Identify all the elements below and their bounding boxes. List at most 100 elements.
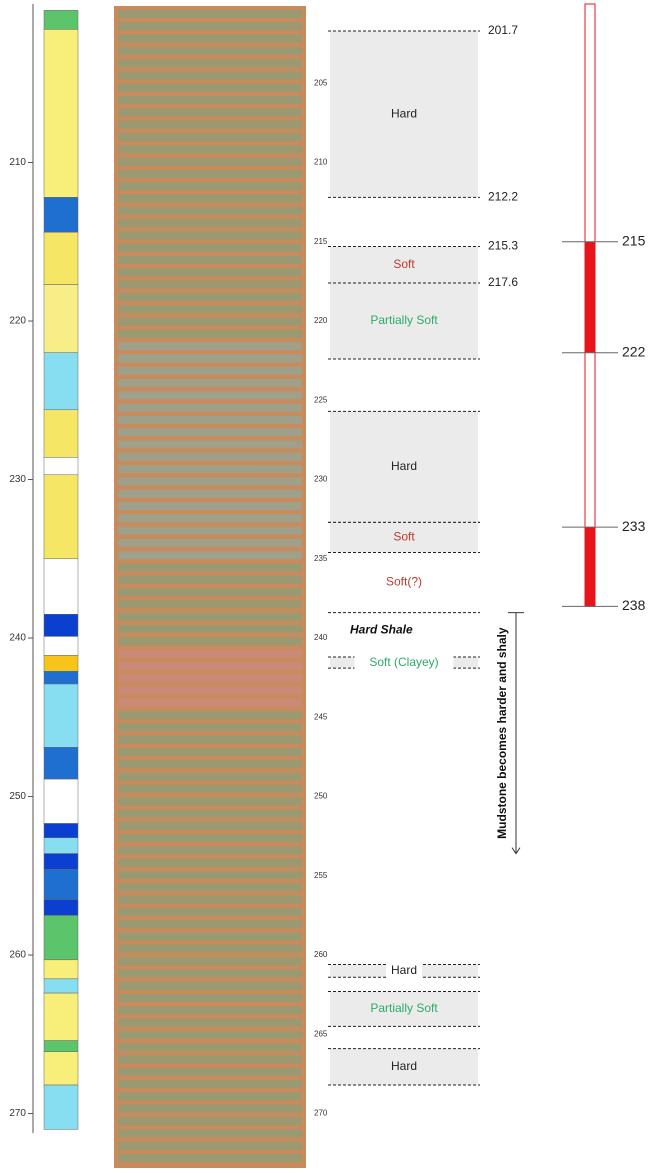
lithology-layer	[44, 915, 78, 959]
core-strip	[118, 773, 302, 781]
core-strip	[118, 379, 302, 387]
core-strip	[118, 330, 302, 338]
zone-label: Soft (Clayey)	[369, 655, 438, 669]
core-strip	[118, 133, 302, 141]
core-strip	[118, 1019, 302, 1027]
core-depth-label: 225	[314, 395, 328, 404]
core-strip	[118, 256, 302, 264]
core-strip	[118, 59, 302, 67]
core-strip	[118, 834, 302, 842]
core-depth-label: 205	[314, 78, 328, 87]
core-strip	[118, 896, 302, 904]
core-depth-label: 265	[314, 1029, 328, 1038]
core-strip	[118, 1117, 302, 1125]
core-strip	[118, 846, 302, 854]
core-strip	[118, 945, 302, 953]
core-strip	[118, 662, 302, 670]
core-strip	[118, 1068, 302, 1076]
core-depth-label: 250	[314, 792, 328, 801]
core-strip	[118, 367, 302, 375]
lithology-layer	[44, 838, 78, 854]
core-strip	[118, 1080, 302, 1088]
core-strip	[118, 195, 302, 203]
zone-label: Partially Soft	[370, 1001, 438, 1015]
lithology-layer	[44, 747, 78, 779]
core-depth-label: 210	[314, 158, 328, 167]
lithology-layer	[44, 559, 78, 614]
core-strip	[118, 625, 302, 633]
core-depth-label: 270	[314, 1109, 328, 1118]
core-log: 2102202302402502602702052102152202252302…	[0, 0, 652, 1173]
lithology-layer	[44, 684, 78, 747]
core-strip	[118, 810, 302, 818]
lithology-layer	[44, 29, 78, 197]
hard-shale-label: Hard Shale	[350, 622, 413, 636]
core-strip	[118, 576, 302, 584]
core-strip	[118, 637, 302, 645]
core-strip	[118, 318, 302, 326]
core-strip	[118, 760, 302, 768]
depth-tick-label: 220	[9, 316, 26, 327]
depth-tick-label: 260	[9, 950, 26, 961]
depth-mark-label: 201.7	[488, 23, 518, 37]
lithology-layer	[44, 475, 78, 559]
core-depth-label: 235	[314, 554, 328, 563]
core-strip	[118, 748, 302, 756]
depth-tick-label: 240	[9, 633, 26, 644]
depth-mark-label: 212.2	[488, 190, 518, 204]
core-strip	[118, 72, 302, 80]
lithology-layer	[44, 1052, 78, 1085]
lithology-layer	[44, 655, 78, 671]
core-strip	[118, 723, 302, 731]
lithology-layer	[44, 779, 78, 823]
core-depth-label: 215	[314, 237, 328, 246]
lithology-layer	[44, 636, 78, 655]
core-strip	[118, 982, 302, 990]
core-depth-label: 245	[314, 712, 328, 721]
core-strip	[118, 736, 302, 744]
core-strip	[118, 539, 302, 547]
core-strip	[118, 391, 302, 399]
core-strip	[118, 699, 302, 707]
core-strip	[118, 797, 302, 805]
core-strip	[118, 871, 302, 879]
core-strip	[118, 490, 302, 498]
core-strip	[118, 514, 302, 522]
lithology-layer	[44, 614, 78, 636]
right-tick-label: 215	[622, 232, 646, 248]
lithology-layer	[44, 823, 78, 837]
lithology-layer	[44, 353, 78, 410]
right-tick-label: 238	[622, 597, 646, 613]
core-depth-label: 255	[314, 871, 328, 880]
core-strip	[118, 416, 302, 424]
core-strip	[118, 96, 302, 104]
core-strip	[118, 527, 302, 535]
core-strip	[118, 822, 302, 830]
core-depth-label: 260	[314, 950, 328, 959]
core-photo	[114, 6, 306, 1168]
core-strip	[118, 600, 302, 608]
core-strip	[118, 564, 302, 572]
core-strip	[118, 883, 302, 891]
core-strip	[118, 477, 302, 485]
zone-label: Soft	[393, 530, 415, 544]
lithology-layer	[44, 1085, 78, 1129]
core-strip	[118, 674, 302, 682]
lithology-layer	[44, 285, 78, 353]
core-strip	[118, 1154, 302, 1162]
depth-mark-label: 215.3	[488, 239, 518, 253]
zone-label: Soft(?)	[386, 575, 422, 589]
core-strip	[118, 687, 302, 695]
core-strip	[118, 182, 302, 190]
core-strip	[118, 231, 302, 239]
lithology-layer	[44, 232, 78, 284]
core-strip	[118, 281, 302, 289]
core-strip	[118, 859, 302, 867]
lithology-layer	[44, 993, 78, 1041]
core-depth-label: 240	[314, 633, 328, 642]
core-strip	[118, 1142, 302, 1150]
core-strip	[118, 121, 302, 129]
zone-label: Soft	[393, 257, 415, 271]
core-strip	[118, 1043, 302, 1051]
core-strip	[118, 1092, 302, 1100]
